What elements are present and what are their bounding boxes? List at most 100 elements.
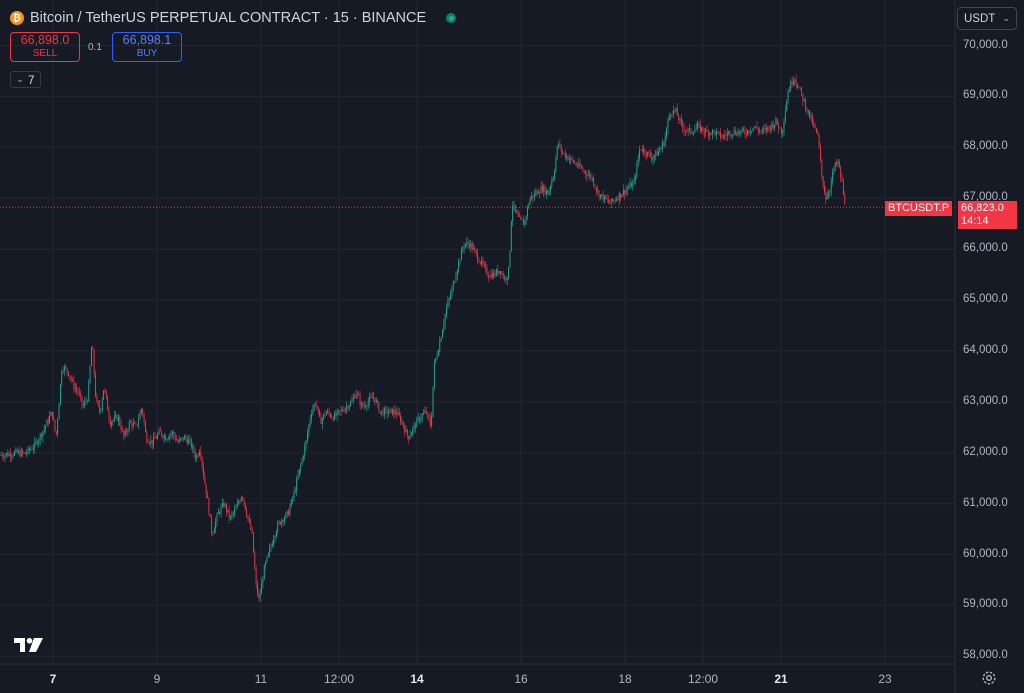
candle — [686, 126, 688, 134]
currency-select[interactable]: USDT ⌄ — [957, 7, 1017, 30]
candle — [591, 176, 593, 182]
candle — [635, 172, 636, 185]
candle — [178, 435, 180, 444]
candle — [464, 243, 466, 249]
candle — [91, 346, 92, 367]
candle — [626, 185, 628, 196]
candle — [301, 457, 303, 466]
candle — [568, 154, 570, 164]
candle — [297, 469, 299, 481]
indicators-toggle[interactable]: ⌄ 7 — [10, 71, 41, 88]
candle — [667, 117, 669, 134]
candle — [425, 406, 427, 416]
candle — [324, 410, 326, 419]
candle — [151, 440, 153, 450]
candle — [579, 158, 581, 169]
candle — [320, 412, 322, 425]
candle — [759, 127, 761, 134]
candle — [93, 348, 95, 379]
candle — [419, 416, 420, 424]
candle — [76, 382, 78, 396]
candle — [289, 503, 291, 518]
candle — [834, 161, 836, 172]
candle — [142, 407, 144, 417]
sell-button[interactable]: 66,898.0 SELL — [10, 32, 80, 62]
candle — [798, 85, 800, 89]
candle — [814, 122, 816, 129]
candle — [197, 452, 199, 458]
candle — [728, 130, 730, 136]
candle — [794, 78, 796, 87]
candle — [112, 418, 114, 426]
candle — [42, 431, 44, 443]
candle — [424, 406, 426, 414]
candle — [697, 120, 699, 133]
buy-button[interactable]: 66,898.1 BUY — [112, 32, 182, 62]
candle — [404, 423, 406, 437]
candle — [315, 401, 316, 408]
candle — [14, 449, 15, 457]
candle — [78, 387, 80, 397]
candle — [751, 130, 753, 135]
tradingview-logo-icon[interactable] — [14, 638, 44, 652]
candle — [58, 402, 60, 420]
sell-price: 66,898.0 — [20, 33, 70, 47]
candle — [155, 434, 157, 439]
candle — [736, 131, 738, 137]
candle — [471, 240, 473, 254]
candle — [444, 313, 446, 329]
candle — [562, 149, 564, 155]
candle — [670, 114, 672, 121]
candle — [231, 511, 233, 521]
candle — [460, 246, 462, 261]
candle — [547, 190, 549, 195]
candle — [722, 133, 724, 141]
candle — [693, 131, 694, 137]
candle — [38, 438, 40, 448]
candle — [545, 187, 547, 200]
candle — [535, 187, 537, 197]
candle — [732, 134, 734, 140]
candle — [494, 269, 496, 278]
candle — [496, 268, 497, 277]
candle — [232, 511, 234, 519]
candle — [188, 435, 190, 445]
candle — [510, 220, 512, 252]
candle — [321, 416, 323, 430]
time-tick-label: 18 — [618, 672, 632, 686]
candle — [514, 204, 516, 214]
candle — [483, 261, 485, 269]
candle — [838, 158, 840, 169]
candle — [807, 109, 809, 116]
candle — [165, 433, 167, 441]
symbol-title: Bitcoin / TetherUS PERPETUAL CONTRACT · … — [30, 10, 427, 26]
candle — [199, 449, 200, 457]
candle — [177, 437, 179, 444]
candle — [385, 405, 387, 414]
candle — [497, 264, 499, 277]
gear-icon[interactable] — [981, 670, 997, 686]
candle — [586, 170, 588, 182]
candle — [768, 125, 770, 133]
candle — [609, 199, 611, 204]
candle — [659, 145, 661, 153]
candle — [147, 438, 149, 444]
candle — [815, 127, 817, 134]
candle — [72, 376, 73, 383]
candle — [57, 417, 59, 438]
candle — [601, 193, 603, 199]
candle — [743, 126, 744, 133]
candle — [22, 448, 24, 457]
candle — [235, 504, 237, 510]
price-tick-label: 58,000.0 — [963, 649, 1008, 662]
candle — [143, 412, 145, 426]
candle — [555, 155, 557, 174]
candle — [285, 511, 287, 519]
candle — [228, 505, 230, 524]
candle — [674, 110, 676, 114]
candle — [362, 401, 364, 408]
symbol-header[interactable]: ₿ Bitcoin / TetherUS PERPETUAL CONTRACT … — [10, 9, 457, 27]
candle — [443, 318, 445, 334]
candle — [85, 396, 87, 406]
